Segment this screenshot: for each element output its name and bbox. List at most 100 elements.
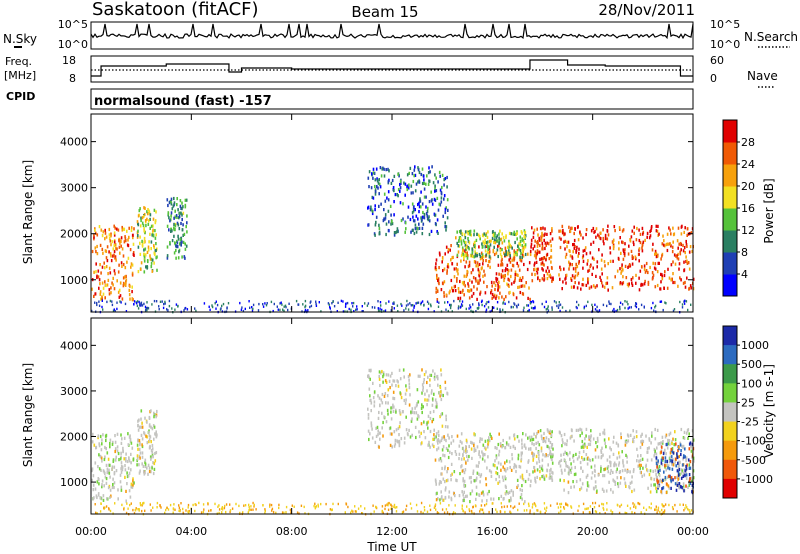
power-echo bbox=[437, 305, 440, 308]
power-echo bbox=[607, 224, 609, 228]
power-echo bbox=[410, 184, 413, 188]
vel-echo bbox=[641, 442, 644, 446]
vel-echo bbox=[640, 511, 642, 514]
power-echo bbox=[412, 215, 414, 219]
vel-echo bbox=[399, 421, 401, 425]
power-echo bbox=[638, 252, 640, 256]
power-echo bbox=[673, 253, 676, 257]
power-echo bbox=[577, 261, 580, 265]
vel-echo bbox=[624, 443, 627, 447]
power-echo bbox=[654, 267, 657, 271]
power-echo bbox=[141, 239, 143, 243]
power-echo bbox=[139, 207, 141, 211]
vel-echo bbox=[381, 411, 383, 415]
vel-echo bbox=[96, 480, 99, 484]
vel-echo bbox=[662, 456, 664, 460]
power-echo bbox=[114, 272, 116, 276]
power-echo bbox=[654, 304, 657, 308]
power-echo bbox=[443, 197, 445, 201]
vel-echo bbox=[492, 497, 495, 501]
vel-echo bbox=[426, 421, 428, 425]
power-echo bbox=[152, 217, 155, 221]
vel-echo bbox=[150, 509, 152, 512]
power-echo bbox=[258, 302, 260, 306]
vel-echo bbox=[535, 446, 537, 451]
power-echo bbox=[184, 247, 187, 251]
vel-echo bbox=[563, 432, 566, 437]
vel-echo bbox=[667, 475, 669, 479]
power-echo bbox=[684, 299, 686, 302]
power-echo bbox=[118, 239, 120, 243]
vel-echo bbox=[494, 459, 496, 463]
vel-echo bbox=[369, 432, 371, 436]
power-echo bbox=[94, 231, 97, 235]
power-echo bbox=[436, 300, 438, 303]
power-echo bbox=[622, 281, 625, 285]
vel-echo bbox=[402, 510, 405, 513]
vel-echo bbox=[509, 510, 511, 513]
power-echo bbox=[410, 191, 413, 195]
power-echo bbox=[592, 226, 595, 231]
vel-echo bbox=[520, 493, 523, 497]
power-echo bbox=[632, 240, 635, 244]
vel-echo bbox=[546, 506, 548, 509]
power-echo bbox=[665, 243, 668, 247]
vel-echo bbox=[509, 465, 511, 470]
vel-echo bbox=[153, 461, 156, 466]
power-echo bbox=[116, 301, 118, 304]
power-echo bbox=[628, 282, 630, 286]
vel-echo bbox=[676, 452, 678, 456]
power-echo bbox=[520, 251, 522, 256]
power-echo bbox=[130, 262, 133, 266]
power-echo bbox=[476, 252, 478, 256]
power-echo bbox=[384, 199, 387, 203]
power-echo bbox=[417, 168, 420, 172]
vel-echo bbox=[396, 439, 398, 443]
power-echo bbox=[530, 245, 532, 249]
power-echo bbox=[407, 308, 410, 311]
vel-echo bbox=[125, 489, 127, 493]
vel-echo bbox=[422, 380, 425, 385]
power-echo bbox=[434, 184, 436, 188]
power-echo bbox=[450, 258, 452, 262]
power-echo bbox=[590, 242, 592, 246]
power-echo bbox=[480, 256, 483, 260]
power-echo bbox=[524, 252, 527, 257]
vel-echo bbox=[490, 497, 492, 501]
vel-echo bbox=[567, 504, 569, 507]
power-echo bbox=[481, 242, 483, 246]
vel-echo bbox=[535, 441, 537, 445]
vel-echo bbox=[155, 451, 158, 455]
vel-echo bbox=[650, 476, 652, 480]
vel-echo bbox=[134, 508, 137, 512]
vel-echo bbox=[461, 469, 464, 473]
vel-echo bbox=[664, 478, 666, 482]
power-echo bbox=[397, 188, 400, 192]
power-echo bbox=[578, 247, 580, 251]
power-echo bbox=[352, 301, 355, 305]
vel-echo bbox=[121, 465, 124, 469]
vel-echo bbox=[501, 475, 504, 479]
power-echo bbox=[572, 243, 574, 247]
vel-echo bbox=[104, 455, 106, 459]
vel-echo bbox=[521, 476, 524, 480]
power-echo bbox=[566, 245, 568, 249]
power-echo bbox=[573, 285, 575, 289]
vel-echo bbox=[548, 446, 551, 450]
power-echo bbox=[438, 301, 440, 304]
vel-echo bbox=[304, 512, 306, 515]
power-echo bbox=[430, 229, 433, 233]
power-echo bbox=[642, 230, 645, 234]
vel-echo bbox=[663, 509, 666, 512]
vel-echo bbox=[524, 479, 527, 484]
vel-echo bbox=[427, 375, 429, 379]
vel-echo bbox=[411, 407, 414, 411]
power-echo bbox=[497, 288, 499, 292]
power-echo bbox=[119, 281, 122, 285]
power-echo bbox=[124, 235, 126, 239]
vel-echo bbox=[239, 511, 241, 515]
power-echo bbox=[145, 224, 147, 228]
power-echo bbox=[677, 226, 680, 230]
vel-echo bbox=[481, 499, 483, 503]
power-echo bbox=[464, 243, 467, 248]
